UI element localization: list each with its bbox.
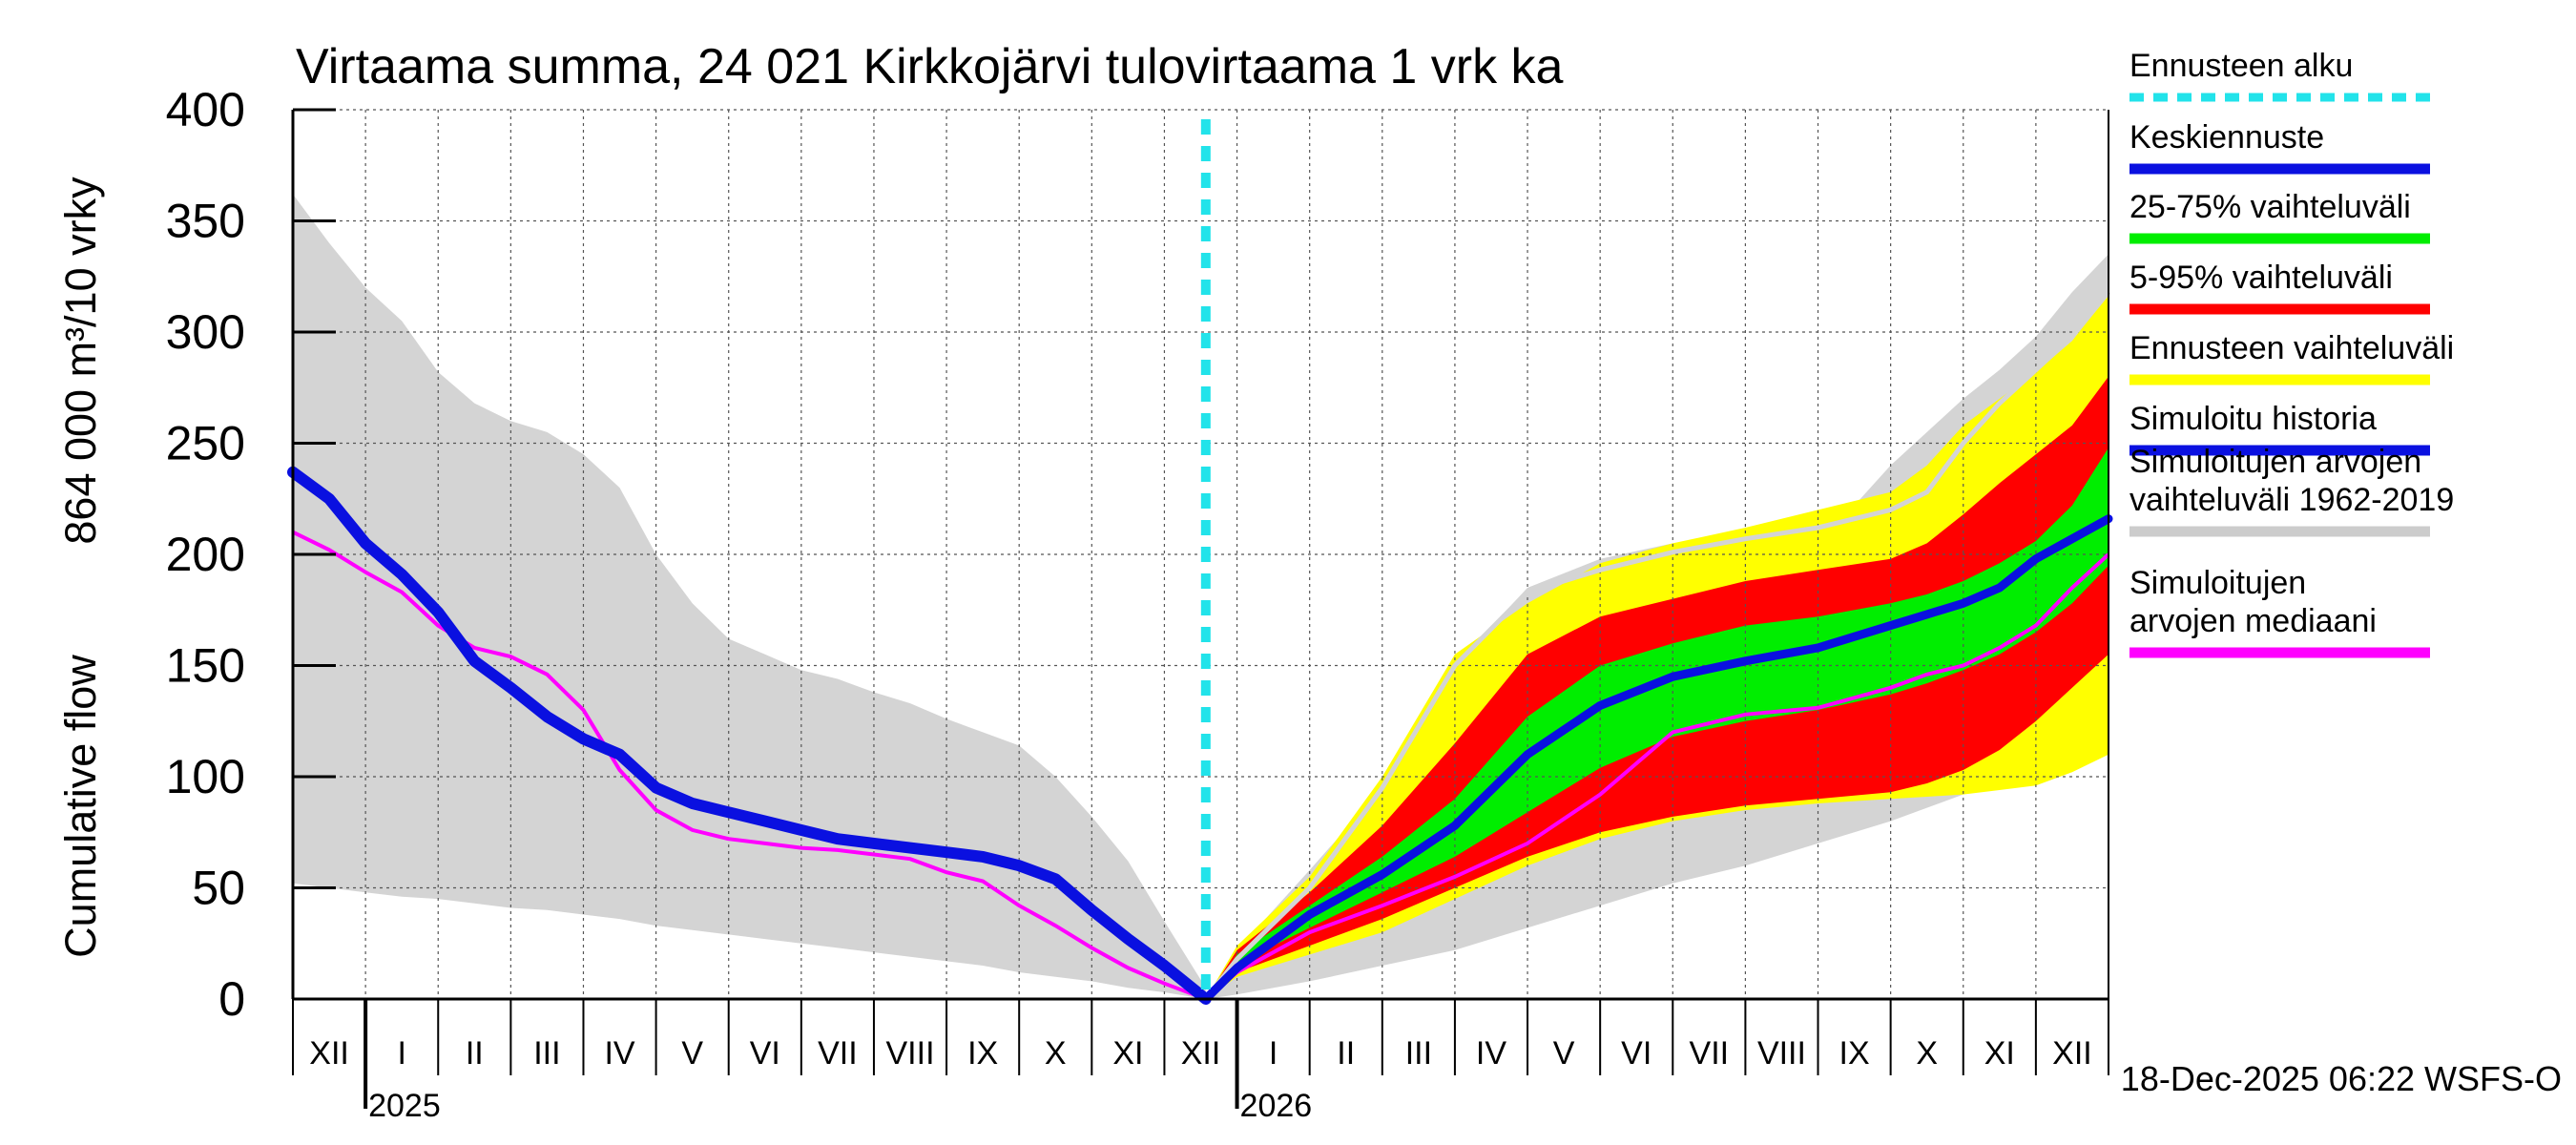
- legend-label: 25-75% vaihteluväli: [2129, 189, 2411, 225]
- month-label: VIII: [886, 1035, 935, 1072]
- month-label: XI: [1112, 1035, 1143, 1072]
- month-label: X: [1916, 1035, 1938, 1072]
- legend-label-line: 5-95% vaihteluväli: [2129, 260, 2393, 296]
- month-label: VI: [1621, 1035, 1652, 1072]
- month-label: IX: [1839, 1035, 1870, 1072]
- legend-label: 5-95% vaihteluväli: [2129, 260, 2393, 296]
- legend-label-line: Ennusteen alku: [2129, 48, 2353, 84]
- year-label: 2025: [368, 1088, 441, 1124]
- y-tick-label: 250: [166, 417, 245, 470]
- chart-title: Virtaama summa, 24 021 Kirkkojärvi tulov…: [296, 39, 1564, 94]
- month-label: III: [533, 1035, 560, 1072]
- month-label: VII: [818, 1035, 858, 1072]
- legend-label: Simuloitujen arvojen vaihteluväli 1962-20…: [2129, 444, 2454, 518]
- forecast-25-75-band: [1205, 448, 2109, 999]
- y-tick-label: 150: [166, 639, 245, 693]
- y-axis-label-line2: 864 000 m³/10 vrky: [56, 177, 105, 545]
- y-tick-label: 100: [166, 750, 245, 803]
- legend-label-line: Simuloitujen arvojen: [2129, 444, 2421, 480]
- legend-label-line: Simuloitu historia: [2129, 401, 2377, 437]
- bands-layer: [293, 194, 2109, 1000]
- legend-label: Keskiennuste: [2129, 119, 2324, 156]
- legend-label-line: Ennusteen vaihteluväli: [2129, 330, 2454, 366]
- forecast-mean-line: [1201, 514, 2113, 1004]
- y-tick-label: 400: [166, 83, 245, 136]
- month-label: V: [681, 1035, 703, 1072]
- future-median-line: [1204, 552, 2110, 1001]
- timestamp-label: 18-Dec-2025 06:22 WSFS-O: [2121, 1059, 2562, 1098]
- legend-label-line: Keskiennuste: [2129, 119, 2324, 156]
- legend: Ennusteen alku Keskiennuste 25-75% vaihtel…: [2129, 48, 2454, 658]
- month-label: I: [1269, 1035, 1278, 1072]
- grid-layer: [293, 109, 2109, 999]
- legend-label: Simuloitu historia: [2129, 401, 2377, 437]
- y-axis-label-line1: Cumulative flow: [56, 655, 105, 958]
- month-label: XII: [1181, 1035, 1221, 1072]
- y-tick-label: 50: [192, 862, 245, 915]
- month-label: IX: [967, 1035, 998, 1072]
- legend-label-line: 25-75% vaihteluväli: [2129, 189, 2411, 225]
- month-label: V: [1553, 1035, 1575, 1072]
- month-label: XI: [1984, 1035, 2015, 1072]
- month-label: X: [1045, 1035, 1067, 1072]
- legend-label-line: arvojen mediaani: [2129, 603, 2377, 639]
- y-tick-label: 350: [166, 195, 245, 248]
- history-range-band: [293, 194, 1206, 999]
- month-label: XII: [309, 1035, 349, 1072]
- lines-layer: [287, 119, 2113, 1005]
- month-label: XII: [2052, 1035, 2092, 1072]
- simulated-history-line: [287, 466, 1212, 1005]
- month-label: VI: [750, 1035, 780, 1072]
- y-tick-label: 300: [166, 305, 245, 359]
- legend-label-line: vaihteluväli 1962-2019: [2129, 482, 2454, 518]
- year-label: 2026: [1240, 1088, 1313, 1124]
- legend-label-line: Simuloitujen: [2129, 565, 2306, 601]
- month-label: IV: [604, 1035, 634, 1072]
- gray-median-line: [1203, 290, 2110, 1001]
- month-label: VIII: [1757, 1035, 1806, 1072]
- legend-label: Simuloitujen arvojen mediaani: [2129, 565, 2377, 639]
- month-label: II: [466, 1035, 484, 1072]
- month-label: I: [397, 1035, 405, 1072]
- month-label: II: [1337, 1035, 1355, 1072]
- y-tick-label: 200: [166, 528, 245, 581]
- legend-label: Ennusteen vaihteluväli: [2129, 330, 2454, 366]
- legend-label: Ennusteen alku: [2129, 48, 2353, 84]
- y-tick-label: 0: [218, 972, 245, 1026]
- month-label: IV: [1476, 1035, 1506, 1072]
- month-label: III: [1405, 1035, 1432, 1072]
- month-label: VII: [1690, 1035, 1730, 1072]
